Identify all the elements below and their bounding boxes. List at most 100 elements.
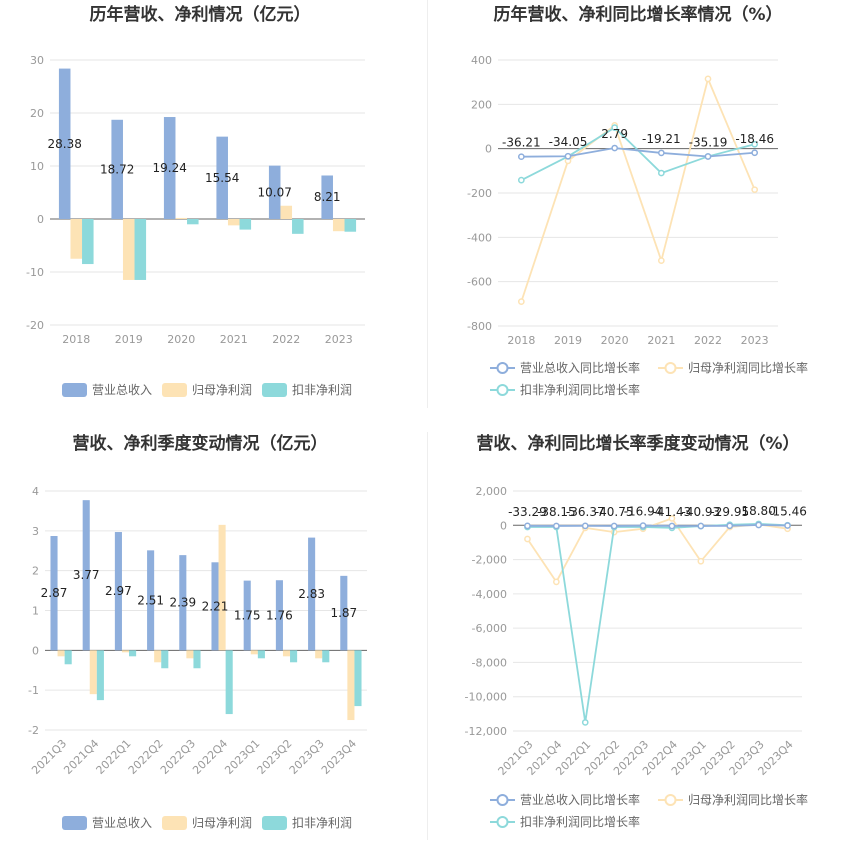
y-tick-label: 10 <box>30 160 44 173</box>
line-data-label: -33.29 <box>508 505 547 519</box>
quarterly-growth-rate-chart: 营收、净利同比增长率季度变动情况（%） 2,000 0 -2,000 -4,000 -6,… <box>428 430 850 868</box>
legend-marker <box>496 384 509 396</box>
bar-data-label: 2.87 <box>41 586 68 600</box>
line-point <box>657 149 665 157</box>
annual-revenue-profit-chart: 历年营收、净利情况（亿元） 30 20 10 0 -10 -20 2018 2019 2020 20… <box>0 0 425 410</box>
bar-parent-profit <box>154 650 162 663</box>
bar-data-label: 2.21 <box>202 599 229 613</box>
bar-parent-profit <box>282 650 291 657</box>
y-tick-label: -2 <box>28 724 39 737</box>
y-tick-label: -12,000 <box>465 725 507 738</box>
bar-non-recurring-profit <box>193 650 201 669</box>
legend-marker <box>664 794 677 806</box>
bar-non-recurring-profit <box>82 219 94 265</box>
legend-swatch <box>262 383 287 397</box>
bar-non-recurring-profit <box>354 650 362 707</box>
vertical-divider-top <box>427 0 428 408</box>
legend-swatch <box>162 816 187 830</box>
line-data-label: -40.93 <box>682 505 721 519</box>
x-tick-label: 2023 <box>325 333 353 346</box>
line-point <box>517 153 525 161</box>
quarterly-revenue-profit-chart: 营收、净利季度变动情况（亿元） 4 3 2 1 0 -1 -2 2021Q3 2021Q4 2022… <box>0 430 425 868</box>
y-tick-label: -800 <box>467 320 492 333</box>
x-tick-label: 2023 <box>741 334 769 347</box>
bar-parent-profit <box>332 219 345 232</box>
y-tick-label: -10,000 <box>465 691 507 704</box>
bar-parent-profit <box>121 650 130 653</box>
x-tick-label: 2021 <box>220 333 248 346</box>
line-point <box>524 535 531 543</box>
legend-label: 营业总收入 <box>92 816 152 830</box>
y-tick-label: -400 <box>467 231 492 244</box>
line-point <box>581 522 589 530</box>
bar-parent-profit <box>347 650 355 721</box>
bar-revenue <box>111 119 123 219</box>
line-point <box>517 176 525 184</box>
bar-revenue <box>275 580 283 651</box>
y-tick-label: 200 <box>471 98 492 111</box>
y-tick-label: -4,000 <box>472 588 507 601</box>
bar-parent-profit <box>315 650 323 659</box>
legend-swatch <box>162 383 187 397</box>
line-series-revenue-growth <box>527 524 788 527</box>
bar-parent-profit <box>250 650 258 655</box>
bar-data-label: 2.51 <box>137 593 164 607</box>
bar-revenue <box>211 562 219 651</box>
quarterly-revenue-profit-svg: 营收、净利季度变动情况（亿元）43210-1-22021Q32021Q42022… <box>28 433 367 830</box>
line-point <box>611 144 619 152</box>
line-point <box>553 522 560 530</box>
y-tick-label: 400 <box>471 54 492 67</box>
line-point <box>668 515 676 522</box>
bar-revenue <box>179 555 187 651</box>
line-series-revenue-growth <box>521 147 755 158</box>
annual-revenue-profit-svg: 历年营收、净利情况（亿元） 30 20 10 0 -10 -20 2018 2019 2020 20… <box>26 4 365 397</box>
y-tick-label: -8,000 <box>472 656 507 669</box>
line-point <box>784 522 791 529</box>
bar-revenue <box>147 550 155 651</box>
y-tick-label: 20 <box>30 107 44 120</box>
bar-parent-profit <box>280 205 293 219</box>
line-point <box>751 140 759 148</box>
y-tick-label: 0 <box>485 143 492 156</box>
line-data-label: -29.95 <box>710 505 749 519</box>
bar-non-recurring-profit <box>187 219 199 225</box>
bar-data-label: 1.75 <box>234 608 261 622</box>
bar-data-label: 8.21 <box>314 190 341 204</box>
y-tick-label: 2 <box>32 565 39 578</box>
bar-data-label: 3.77 <box>73 568 100 582</box>
y-tick-label: 3 <box>32 525 39 538</box>
line-point <box>697 522 705 530</box>
bar-non-recurring-profit <box>239 219 252 230</box>
bar-data-label: 1.87 <box>330 606 357 620</box>
line-data-label: 18.80 <box>741 504 775 518</box>
bar-revenue <box>114 532 122 651</box>
bar-parent-profit <box>57 650 65 657</box>
line-point <box>697 557 705 565</box>
bar-non-recurring-profit <box>134 219 147 280</box>
bar-non-recurring-profit <box>129 650 137 657</box>
annual-growth-rate-svg: 历年营收、净利同比增长率情况（%） 400 200 0 -200 -400 -600 -800… <box>467 4 808 397</box>
y-tick-label: 0 <box>37 213 44 226</box>
legend-label: 营业总收入 <box>92 383 152 397</box>
line-point <box>668 522 676 530</box>
line-point <box>564 152 572 160</box>
line-data-label: -38.15 <box>537 505 576 519</box>
chart-title: 历年营收、净利同比增长率情况（%） <box>493 4 782 25</box>
bar-parent-profit <box>175 217 188 219</box>
legend-swatch <box>62 383 87 397</box>
x-tick-label: 2023Q4 <box>319 737 359 777</box>
y-tick-label: -1 <box>28 684 39 697</box>
legend-label: 归母净利润同比增长率 <box>688 360 808 375</box>
legend-marker <box>496 362 509 374</box>
line-point <box>517 298 525 305</box>
bar-revenue <box>163 117 176 219</box>
legend-label: 归母净利润 <box>192 383 252 397</box>
bar-non-recurring-profit <box>161 650 169 669</box>
y-tick-label: 30 <box>30 54 44 67</box>
legend-marker <box>496 794 509 806</box>
bar-data-label: 10.07 <box>258 185 292 199</box>
line-data-label: -36.37 <box>566 505 605 519</box>
y-tick-label: 0 <box>500 519 507 532</box>
bar-revenue <box>340 575 348 651</box>
legend-label: 扣非净利润同比增长率 <box>520 382 640 397</box>
